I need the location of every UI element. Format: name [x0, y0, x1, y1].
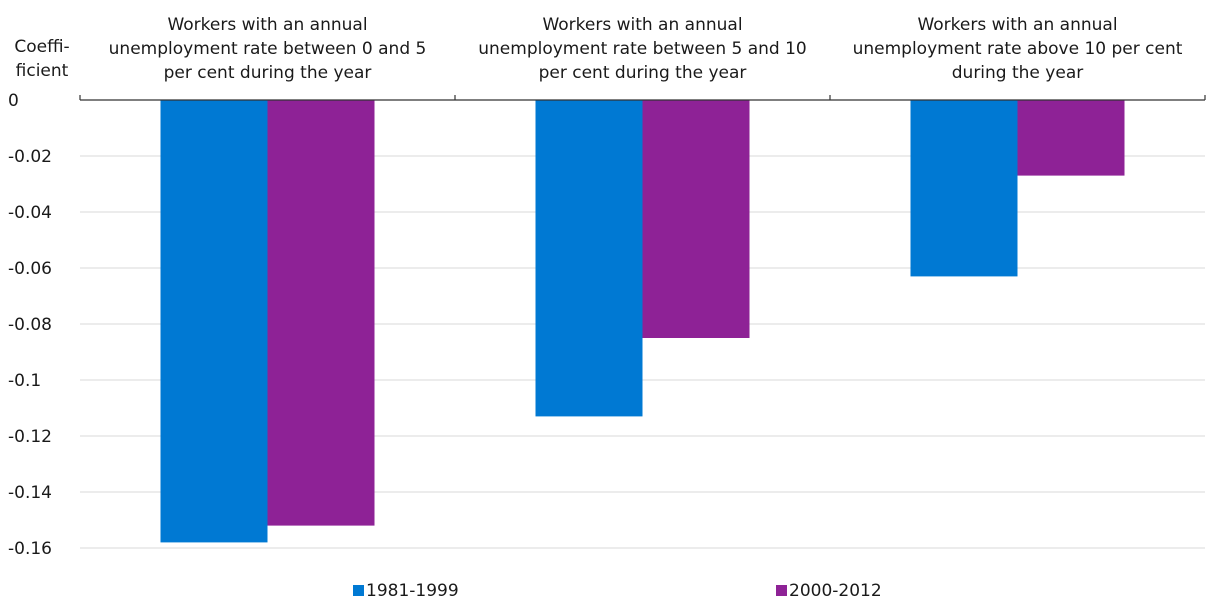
bar-1981-1999-2	[535, 100, 643, 417]
category-label-line: per cent during the year	[164, 63, 372, 83]
y-axis-label-line: Coeffi-	[14, 37, 69, 57]
bar-2000-2012-1	[267, 100, 375, 526]
category-label-line: during the year	[952, 63, 1083, 83]
legend: 1981-1999 2000-2012	[353, 581, 882, 601]
y-tick-label: -0.08	[8, 315, 52, 335]
legend-label: 1981-1999	[366, 581, 459, 601]
y-tick-label: -0.06	[8, 259, 52, 279]
y-tick-label: -0.04	[8, 203, 52, 223]
y-tick-label: -0.14	[8, 483, 52, 503]
x-axis	[79, 95, 1206, 101]
bars	[160, 100, 1125, 543]
y-tick-label: -0.16	[8, 539, 52, 559]
category-label-line: per cent during the year	[539, 63, 747, 83]
bar-2000-2012-2	[642, 100, 750, 338]
legend-swatch	[776, 585, 787, 596]
category-label-line: Workers with an annual	[167, 15, 367, 35]
category-label-line: unemployment rate above 10 per cent	[853, 39, 1183, 59]
category-label-line: unemployment rate between 5 and 10	[478, 39, 807, 59]
y-tick-label: -0.02	[8, 147, 52, 167]
legend-swatch	[353, 585, 364, 596]
legend-label: 2000-2012	[789, 581, 882, 601]
bar-1981-1999-3	[910, 100, 1018, 277]
category-labels: Workers with an annual unemployment rate …	[109, 15, 1183, 83]
legend-item-1981-1999: 1981-1999	[353, 581, 459, 601]
category-label-line: Workers with an annual	[917, 15, 1117, 35]
y-tick-label: 0	[8, 91, 19, 111]
y-axis-tick-labels: 0 -0.02 -0.04 -0.06 -0.08 -0.1 -0.12 -0.14 -0.16	[8, 91, 52, 559]
y-tick-label: -0.1	[8, 371, 41, 391]
y-tick-label: -0.12	[8, 427, 52, 447]
bar-1981-1999-1	[160, 100, 268, 543]
category-label-line: unemployment rate between 0 and 5	[109, 39, 427, 59]
bar-2000-2012-3	[1017, 100, 1125, 176]
y-axis-label-line: ficient	[16, 61, 69, 81]
legend-item-2000-2012: 2000-2012	[776, 581, 882, 601]
category-label-line: Workers with an annual	[542, 15, 742, 35]
y-axis-label: Coeffi-ficient	[14, 37, 69, 81]
